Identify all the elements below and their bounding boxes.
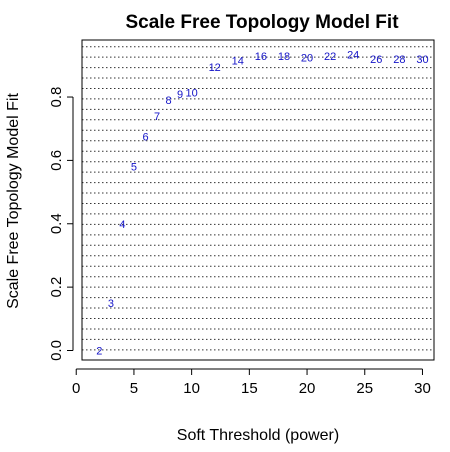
x-tick-label: 25 bbox=[356, 380, 373, 397]
data-point-label: 5 bbox=[131, 162, 137, 174]
y-axis-label: Scale Free Topology Model Fit bbox=[5, 93, 22, 309]
data-point-label: 7 bbox=[154, 111, 160, 123]
data-point-label: 2 bbox=[96, 346, 102, 358]
data-point-label: 10 bbox=[185, 87, 197, 99]
x-tick-label: 5 bbox=[130, 380, 138, 397]
x-tick-label: 20 bbox=[299, 380, 316, 397]
plot-frame bbox=[81, 39, 435, 361]
x-axis: 0 5 10 15 20 25 30 bbox=[72, 368, 431, 397]
y-axis: 0.0 0.2 0.4 0.6 0.8 bbox=[48, 87, 74, 361]
data-point-label: 20 bbox=[301, 52, 313, 64]
data-point-label: 4 bbox=[119, 219, 125, 231]
y-tick-label: 0.2 bbox=[48, 277, 65, 298]
data-point-label: 28 bbox=[393, 54, 405, 66]
y-tick-label: 0.6 bbox=[48, 150, 65, 171]
data-point-label: 26 bbox=[370, 54, 382, 66]
grid-lines bbox=[82, 46, 434, 351]
data-point-label: 24 bbox=[347, 49, 359, 61]
data-point-label: 6 bbox=[142, 132, 148, 144]
x-tick-label: 15 bbox=[241, 380, 258, 397]
x-axis-label: Soft Threshold (power) bbox=[177, 427, 339, 444]
x-tick-label: 30 bbox=[414, 380, 431, 397]
data-point-label: 3 bbox=[108, 298, 114, 310]
y-tick-label: 0.8 bbox=[48, 87, 65, 108]
data-point-label: 16 bbox=[255, 51, 267, 63]
data-point-label: 14 bbox=[232, 56, 244, 68]
data-point-label: 12 bbox=[209, 62, 221, 74]
data-point-label: 8 bbox=[166, 95, 172, 107]
x-tick-label: 10 bbox=[183, 380, 200, 397]
x-tick-label: 0 bbox=[72, 380, 80, 397]
data-point-label: 30 bbox=[416, 54, 428, 66]
data-point-label: 9 bbox=[177, 89, 183, 101]
chart-title: Scale Free Topology Model Fit bbox=[125, 12, 399, 33]
data-point-label: 18 bbox=[278, 51, 290, 63]
y-tick-label: 0.0 bbox=[48, 340, 65, 361]
data-point-label: 22 bbox=[324, 51, 336, 63]
y-tick-label: 0.4 bbox=[48, 213, 65, 234]
